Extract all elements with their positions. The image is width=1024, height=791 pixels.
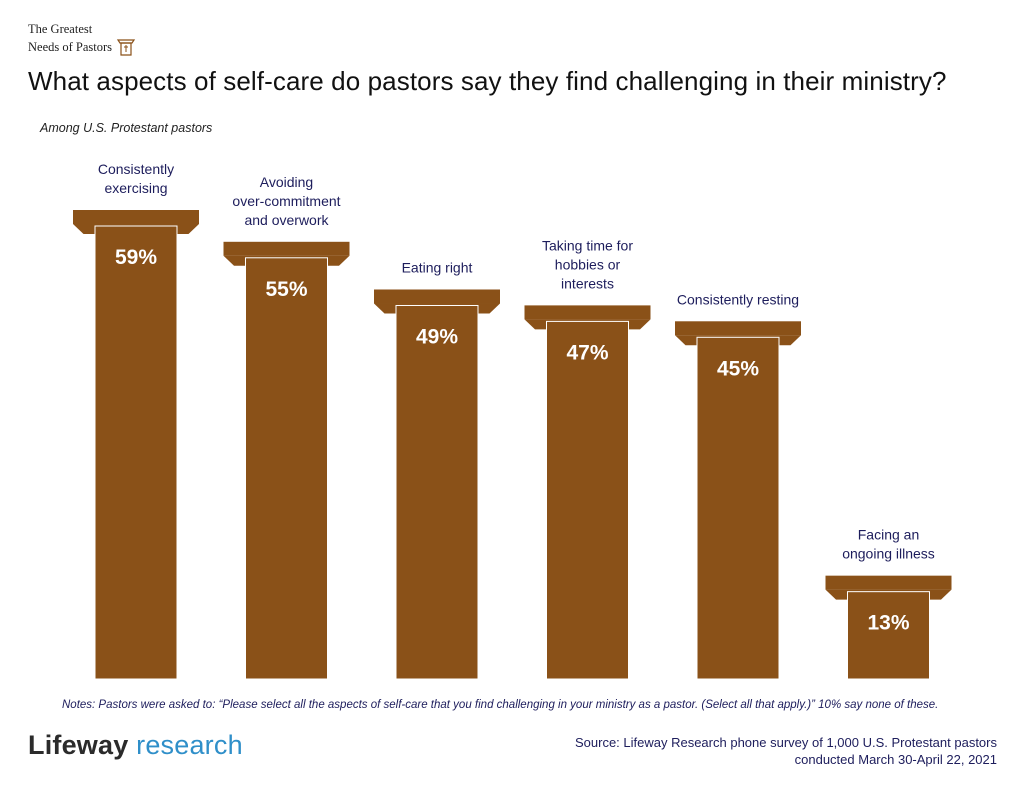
category-label: and overwork xyxy=(244,212,329,228)
category-label: over-commitment xyxy=(232,193,340,209)
bar-capital xyxy=(524,305,651,320)
category-label: Eating right xyxy=(402,259,473,275)
category-label: ongoing illness xyxy=(842,546,935,562)
bar xyxy=(94,225,178,680)
category-label: exercising xyxy=(104,180,167,196)
bar xyxy=(546,320,629,680)
bar xyxy=(245,257,328,680)
logo-sub: research xyxy=(136,730,243,760)
category-label: Consistently resting xyxy=(677,291,799,307)
category-label: Taking time for xyxy=(542,237,633,253)
bar xyxy=(847,591,930,680)
bar-capital xyxy=(374,289,500,304)
bar xyxy=(696,336,780,680)
data-label: 59% xyxy=(115,246,157,269)
data-label: 55% xyxy=(265,278,307,301)
logo-brand: Lifeway xyxy=(28,730,129,760)
bar-capital xyxy=(675,321,801,336)
category-label: Avoiding xyxy=(260,174,313,190)
source-line-2: conducted March 30-April 22, 2021 xyxy=(794,752,997,767)
source-line-1: Source: Lifeway Research phone survey of… xyxy=(574,735,997,750)
lifeway-research-logo: Lifeway research xyxy=(28,730,243,761)
data-label: 13% xyxy=(867,612,909,635)
category-label: hobbies or xyxy=(555,256,621,272)
data-label: 45% xyxy=(717,357,759,380)
bar-chart: 59% Consistently exercising 55% Avoiding over… xyxy=(73,161,952,680)
data-label: 49% xyxy=(416,325,458,348)
source-note: Source: Lifeway Research phone survey of… xyxy=(575,734,997,768)
category-label: interests xyxy=(561,275,614,291)
bar-capital xyxy=(73,210,199,224)
brand-line-2: Needs of Pastors xyxy=(28,39,113,54)
chart-title: What aspects of self-care do pastors say… xyxy=(28,66,947,96)
category-label: Facing an xyxy=(858,527,919,543)
bar-capital xyxy=(223,241,350,256)
brand-header: The Greatest Needs of Pastors xyxy=(28,22,136,57)
data-label: 47% xyxy=(566,341,608,364)
bar xyxy=(395,304,479,680)
chart-subtitle: Among U.S. Protestant pastors xyxy=(40,121,213,135)
pulpit-icon xyxy=(116,39,136,56)
survey-notes: Notes: Pastors were asked to: “Please se… xyxy=(62,699,939,711)
brand-line-1: The Greatest xyxy=(28,22,93,36)
category-label: Consistently xyxy=(98,161,174,177)
bar-capital xyxy=(825,575,952,590)
